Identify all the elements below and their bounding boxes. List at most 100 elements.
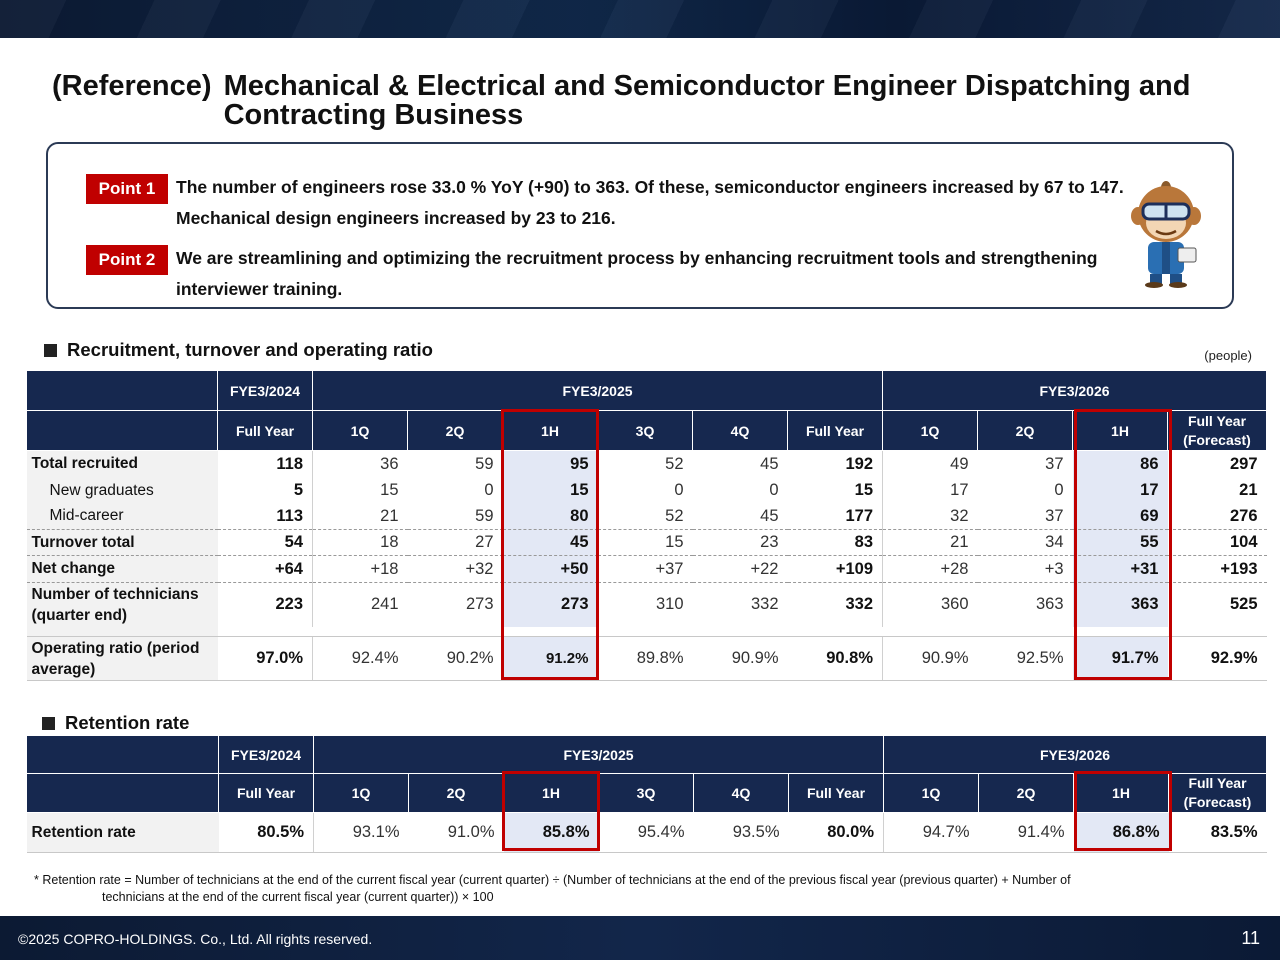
- table-cell: 90.9%: [882, 636, 978, 681]
- table-cell: 332: [845, 595, 873, 614]
- table-cell: 90.8%: [787, 636, 883, 681]
- table-cell: +32: [407, 555, 503, 583]
- point-1: Point 1 The number of engineers rose 33.…: [86, 172, 1126, 234]
- mascot-illustration: [1131, 181, 1201, 288]
- point-2: Point 2 We are streamlining and optimizi…: [86, 243, 1126, 305]
- column-header: Full Year: [788, 773, 884, 813]
- table-cell: 192: [845, 454, 873, 473]
- table-cell: +37: [597, 555, 693, 583]
- table-cell: 0: [674, 481, 684, 499]
- column-header: 1Q: [882, 410, 978, 451]
- table-cell: 297: [1229, 454, 1258, 473]
- table-row: Operating ratio (period average) 97.0% 92.…: [26, 636, 1267, 681]
- retention-table: FYE3/2024 FYE3/2025 FYE3/2026 Full Year …: [26, 735, 1267, 853]
- table-cell: 525: [1229, 595, 1258, 614]
- table-cell: +64: [217, 555, 313, 583]
- recruitment-table-body: Total recruited 118 36 59 95 52 45 192 49 37 86 297…: [26, 450, 1267, 681]
- table-cell: +22: [692, 555, 788, 583]
- row-label: Retention rate: [26, 812, 219, 853]
- retention-section-heading: Retention rate: [42, 712, 189, 734]
- recruitment-table: FYE3/2024 FYE3/2025 FYE3/2026 Full Year …: [26, 370, 1267, 681]
- table-cell: 15: [502, 477, 598, 504]
- table-cell: 273: [465, 595, 494, 614]
- table-cell: 80: [502, 503, 598, 530]
- table-cell: 276: [1167, 503, 1267, 530]
- table-cell: 91.4%: [978, 812, 1074, 853]
- table-cell: +3: [977, 555, 1073, 583]
- table-cell: +28: [882, 555, 978, 583]
- row-label: New graduates: [26, 477, 218, 504]
- row-label: Number of technicians (quarter end): [26, 582, 218, 627]
- column-header: 4Q: [692, 410, 788, 451]
- column-header: 2Q: [407, 410, 503, 451]
- column-header: 1H: [1072, 410, 1168, 451]
- page-number: 11: [1241, 928, 1260, 948]
- table-cell: 310: [655, 595, 684, 614]
- table-cell: 91.2%: [502, 636, 598, 681]
- table-cell: 59: [407, 503, 503, 530]
- table-cell: 55: [1072, 529, 1168, 556]
- table-cell: 241: [312, 582, 408, 627]
- table-row: Turnover total 54 18 27 45 15 23 83 21 34 55 104: [26, 529, 1267, 556]
- table-cell: 92.4%: [312, 636, 408, 681]
- table-cell: 91.7%: [1072, 636, 1168, 681]
- table-cell: +18: [312, 555, 408, 583]
- table-cell: 113: [217, 503, 313, 530]
- column-header: 1Q: [312, 410, 408, 451]
- table-cell: 69: [1072, 503, 1168, 530]
- title-main: Mechanical & Electrical and Semiconducto…: [223, 70, 1191, 131]
- table-cell: 273: [502, 582, 598, 627]
- table-cell: 80.0%: [788, 812, 884, 853]
- row-label: Operating ratio (period average): [26, 636, 218, 681]
- table-cell: 93.5%: [693, 812, 789, 853]
- page-title: (Reference) Mechanical & Electrical and …: [52, 72, 1242, 130]
- table-cell: 0: [484, 481, 494, 499]
- table-cell: 17: [1072, 477, 1168, 504]
- title-reference-label: (Reference): [52, 70, 212, 102]
- table-cell: 92.9%: [1167, 636, 1267, 681]
- table-cell: 15: [854, 481, 873, 499]
- row-label: Net change: [26, 555, 218, 583]
- group-header: FYE3/2025: [313, 735, 884, 774]
- table-cell: 45: [502, 529, 598, 556]
- group-header: FYE3/2026: [882, 370, 1267, 411]
- column-header: Full Year: [217, 410, 313, 451]
- table-cell: 118: [276, 454, 303, 473]
- column-header: 1Q: [313, 773, 409, 813]
- row-label: Mid-career: [26, 503, 218, 530]
- table-cell: 21: [312, 503, 408, 530]
- table-cell: 34: [977, 529, 1073, 556]
- table-cell: +193: [1167, 555, 1267, 583]
- column-header: 3Q: [598, 773, 694, 813]
- column-header: 1Q: [883, 773, 979, 813]
- table-cell: 95.4%: [598, 812, 694, 853]
- table-row: New graduates 5 15 0 15 0 0 15 17 0 17 21: [26, 477, 1267, 504]
- table-cell: 90.9%: [692, 636, 788, 681]
- table-cell: 15: [312, 477, 408, 504]
- table-cell: 23: [692, 529, 788, 556]
- unit-label: (people): [1204, 348, 1252, 363]
- table-cell: 93.1%: [313, 812, 409, 853]
- table-cell: 21: [882, 529, 978, 556]
- spacer-row: [26, 626, 1267, 637]
- column-header: Full Year (Forecast): [1168, 773, 1267, 813]
- retention-table-body: Retention rate 80.5% 93.1% 91.0% 85.8% 95.4% 9…: [26, 812, 1267, 853]
- group-header: FYE3/2026: [883, 735, 1267, 774]
- table-cell: 21: [1239, 481, 1258, 499]
- table-cell: 94.7%: [883, 812, 979, 853]
- table-cell: 52: [597, 503, 693, 530]
- table-cell: 89.8%: [597, 636, 693, 681]
- table-cell: 363: [1035, 595, 1064, 614]
- table-cell: 37: [977, 503, 1073, 530]
- table-cell: +109: [787, 555, 883, 583]
- table-cell: 37: [1045, 454, 1064, 473]
- column-header: 1H: [502, 410, 598, 451]
- table-cell: 363: [1072, 582, 1168, 627]
- table-row: Total recruited 118 36 59 95 52 45 192 49 37 86 297: [26, 450, 1267, 478]
- table-cell: 91.0%: [408, 812, 504, 853]
- table-row: Mid-career 113 21 59 80 52 45 177 32 37 69 276: [26, 503, 1267, 530]
- table-cell: 360: [882, 582, 978, 627]
- table-cell: 95: [502, 450, 598, 478]
- table-cell: 83.5%: [1168, 812, 1267, 853]
- table-cell: 15: [597, 529, 693, 556]
